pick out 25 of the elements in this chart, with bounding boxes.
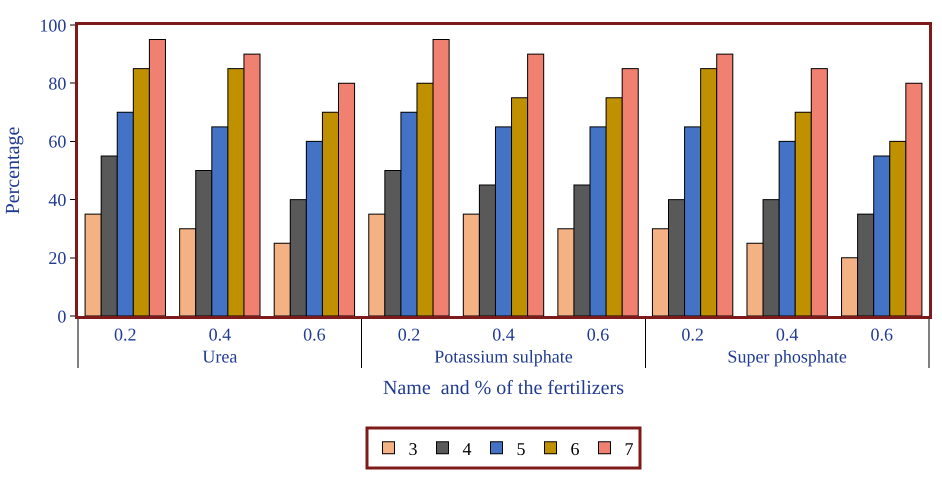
x-tick-label: 0.4 bbox=[776, 324, 798, 345]
y-tick-label: 60 bbox=[48, 132, 66, 152]
y-tick-label: 20 bbox=[48, 248, 66, 268]
text: Urea bbox=[202, 346, 238, 367]
x-tick-label: 0.4 bbox=[208, 324, 232, 345]
legend-label: 4 bbox=[462, 438, 472, 459]
legend-label: 7 bbox=[624, 438, 634, 459]
x-tick-label: 0.6 bbox=[303, 324, 326, 345]
x-tick-label: 0.2 bbox=[398, 324, 420, 345]
x-axis-title: Name and % of the fertilizers bbox=[382, 377, 624, 400]
legend-label: 5 bbox=[516, 438, 526, 459]
x-tick-label: 0.6 bbox=[586, 324, 610, 345]
legend-label: 6 bbox=[570, 438, 580, 459]
x-tick-label: 0.4 bbox=[492, 324, 515, 345]
y-tick-label: 80 bbox=[48, 74, 66, 94]
x-tick-label: 0.2 bbox=[681, 324, 704, 345]
x-tick-label: 0.6 bbox=[870, 324, 893, 345]
text: Potassium sulphate bbox=[434, 346, 573, 367]
text: Super phosphate bbox=[727, 346, 847, 367]
legend-label: 3 bbox=[408, 438, 418, 459]
x-tick-label: 0.2 bbox=[114, 324, 137, 345]
y-tick-label: 40 bbox=[48, 190, 66, 210]
y-axis-title: Percentage bbox=[2, 126, 24, 214]
y-tick-label: 100 bbox=[39, 15, 66, 36]
y-tick-label: 0 bbox=[57, 306, 66, 326]
